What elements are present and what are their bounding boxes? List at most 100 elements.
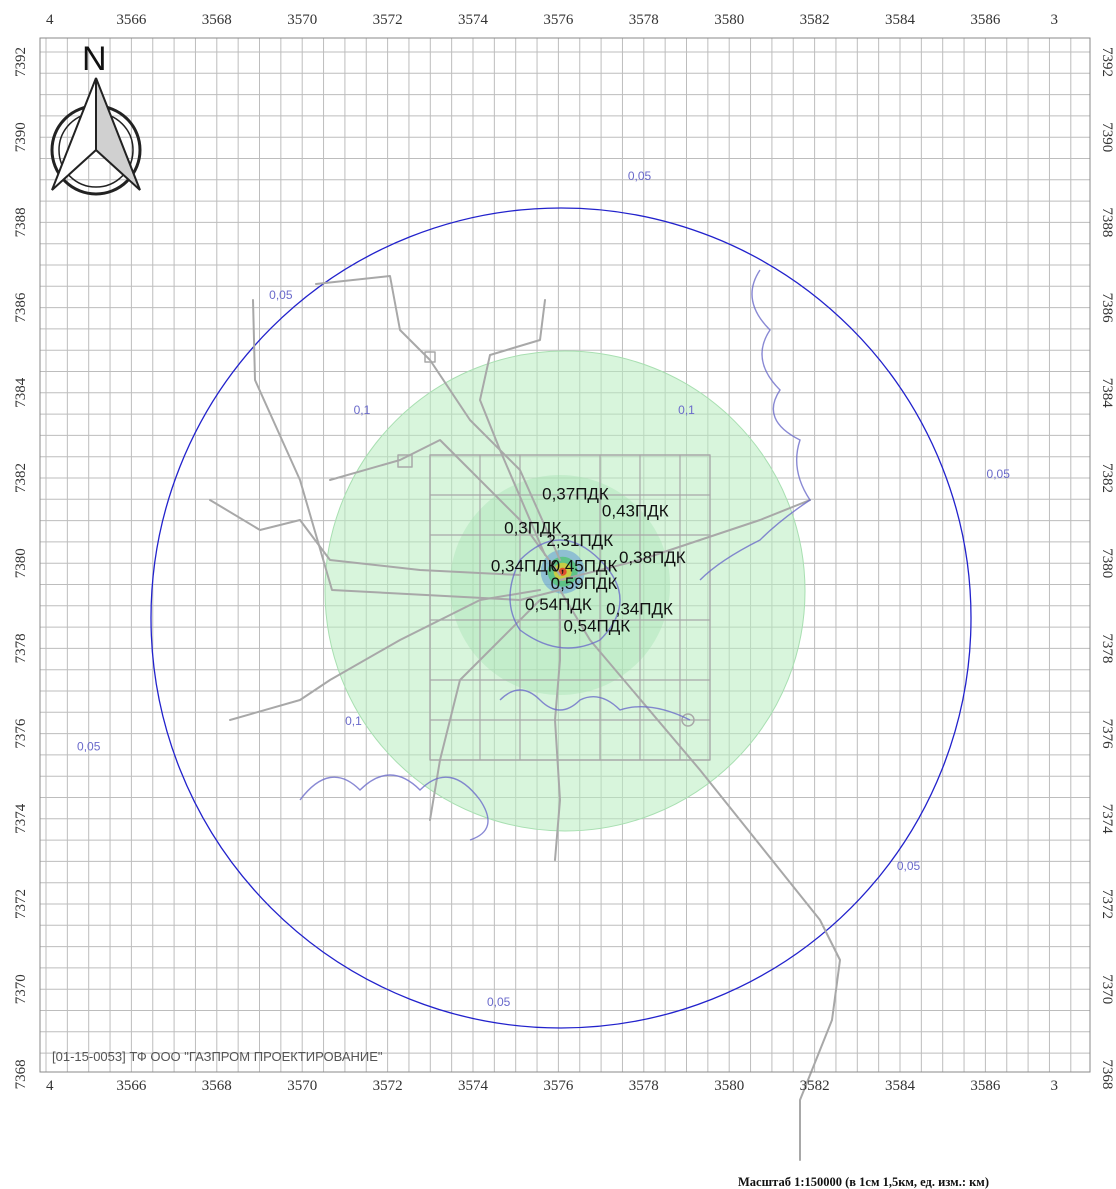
y-tick-left: 7376 (13, 718, 29, 749)
compass-arrow-right (95, 77, 141, 191)
x-tick-bottom: 3576 (543, 1078, 574, 1094)
y-tick-left: 7370 (13, 974, 29, 1004)
y-tick-left: 7392 (13, 47, 29, 77)
x-tick-top: 3570 (287, 12, 317, 28)
y-tick-left: 7378 (13, 633, 29, 663)
x-tick-top: 3578 (629, 12, 659, 28)
x-tick-top: 3580 (714, 12, 744, 28)
x-tick-top: 3572 (373, 12, 403, 28)
x-tick-top: 3574 (458, 12, 489, 28)
infrastructure-lines (209, 275, 841, 1161)
footer-stamp: [01-15-0053] ТФ ООО "ГАЗПРОМ ПРОЕКТИРОВА… (52, 1049, 383, 1064)
source-hotspot (558, 567, 567, 576)
x-tick-bottom: 3 (1051, 1078, 1059, 1094)
y-tick-right: 7378 (1099, 633, 1115, 663)
road-ne (479, 299, 546, 556)
y-tick-left: 7374 (13, 803, 29, 834)
x-tick-bottom: 3566 (116, 1078, 147, 1094)
x-tick-top: 3586 (970, 12, 1001, 28)
x-tick-top: 3576 (543, 12, 574, 28)
concentration-label: 2,31ПДК (546, 531, 613, 550)
x-tick-bottom: 3580 (714, 1078, 744, 1094)
river-east (699, 269, 811, 581)
isoline-label: 0,05 (628, 169, 652, 183)
concentration-label: 0,38ПДК (619, 548, 686, 567)
industrial-site (429, 454, 711, 761)
y-tick-right: 7388 (1099, 207, 1115, 237)
concentration-label: 0,45ПДК (551, 557, 618, 576)
y-tick-right: 7380 (1099, 548, 1115, 578)
x-tick-top: 3568 (202, 12, 232, 28)
y-tick-right: 7372 (1099, 889, 1115, 919)
isoline-label: 0,05 (897, 859, 921, 873)
y-tick-right: 7370 (1099, 974, 1115, 1004)
map-border (39, 37, 1091, 1073)
river-south (299, 774, 489, 841)
y-tick-left: 7380 (13, 548, 29, 578)
y-tick-left: 7390 (13, 122, 29, 152)
y-tick-right: 7374 (1099, 804, 1115, 835)
y-tick-left: 7372 (13, 889, 29, 919)
isoline-label: 0,05 (987, 467, 1011, 481)
x-tick-top: 3584 (885, 12, 916, 28)
pipeline-main (252, 299, 561, 601)
x-tick-bottom: 4 (46, 1078, 54, 1094)
x-tick-bottom: 3568 (202, 1078, 232, 1094)
river-center (499, 689, 691, 721)
road-sw (229, 589, 541, 721)
concentration-label: 0,43ПДК (602, 501, 669, 520)
x-tick-bottom: 3570 (287, 1078, 317, 1094)
road-west (209, 499, 521, 576)
x-tick-bottom: 3584 (885, 1078, 916, 1094)
industrial-grid-h (429, 494, 711, 721)
x-tick-top: 3566 (116, 12, 147, 28)
map-frame (39, 37, 1091, 1073)
green-impact-zone (324, 350, 806, 832)
y-tick-right: 7390 (1099, 122, 1115, 152)
isoline-label: 0,1 (345, 714, 362, 728)
x-tick-top: 3582 (800, 12, 830, 28)
site-square-2 (424, 351, 436, 363)
x-tick-bottom: 3574 (458, 1078, 489, 1094)
y-tick-right: 7392 (1099, 47, 1115, 77)
industrial-grid-v (479, 454, 681, 761)
y-tick-right: 7382 (1099, 463, 1115, 493)
isoline-label: 0,05 (269, 288, 293, 302)
y-tick-left: 7386 (13, 292, 29, 323)
concentration-label: 0,59ПДК (551, 574, 618, 593)
concentration-label: 0,3ПДК (504, 518, 561, 537)
isoline-labels: 0,05 0,05 0,05 0,05 0,05 0,05 0,1 0,1 0,1 (77, 169, 1010, 1009)
y-tick-right: 7386 (1099, 293, 1115, 324)
concentration-label: 0,54ПДК (525, 595, 592, 614)
x-tick-bottom: 3586 (970, 1078, 1001, 1094)
x-tick-top: 3 (1051, 12, 1059, 28)
isoline-label: 0,1 (354, 403, 371, 417)
road-east (559, 499, 811, 581)
isoline-label: 0,05 (487, 995, 511, 1009)
axis-ticks: 4 4 3566 3566 3568 3568 3570 3570 3572 3572 3574 35… (13, 12, 1115, 1094)
y-tick-right: 7368 (1099, 1059, 1115, 1089)
river-isolines (299, 269, 811, 841)
x-tick-bottom: 3582 (800, 1078, 830, 1094)
y-tick-left: 7388 (13, 207, 29, 237)
y-tick-left: 7382 (13, 463, 29, 493)
well-pad (681, 713, 695, 727)
scale-text: Масштаб 1:150000 (в 1см 1,5км, ед. изм.:… (738, 1175, 989, 1189)
isoline-label: 0,1 (678, 403, 695, 417)
concentration-zones (150, 207, 972, 1029)
isoline-plume (509, 539, 621, 649)
concentration-label: 0,37ПДК (542, 484, 609, 503)
x-tick-bottom: 3578 (629, 1078, 659, 1094)
x-tick-top: 4 (46, 12, 54, 28)
concentration-label: 0,34ПДК (606, 599, 673, 618)
y-tick-right: 7376 (1099, 719, 1115, 750)
y-tick-right: 7384 (1099, 378, 1115, 409)
north-arrow-icon: N (50, 40, 142, 196)
y-tick-left: 7384 (13, 377, 29, 408)
concentration-label: 0,34ПДК (491, 557, 558, 576)
north-label: N (82, 40, 107, 78)
isoline-label: 0,05 (77, 740, 101, 754)
x-tick-bottom: 3572 (373, 1078, 403, 1094)
